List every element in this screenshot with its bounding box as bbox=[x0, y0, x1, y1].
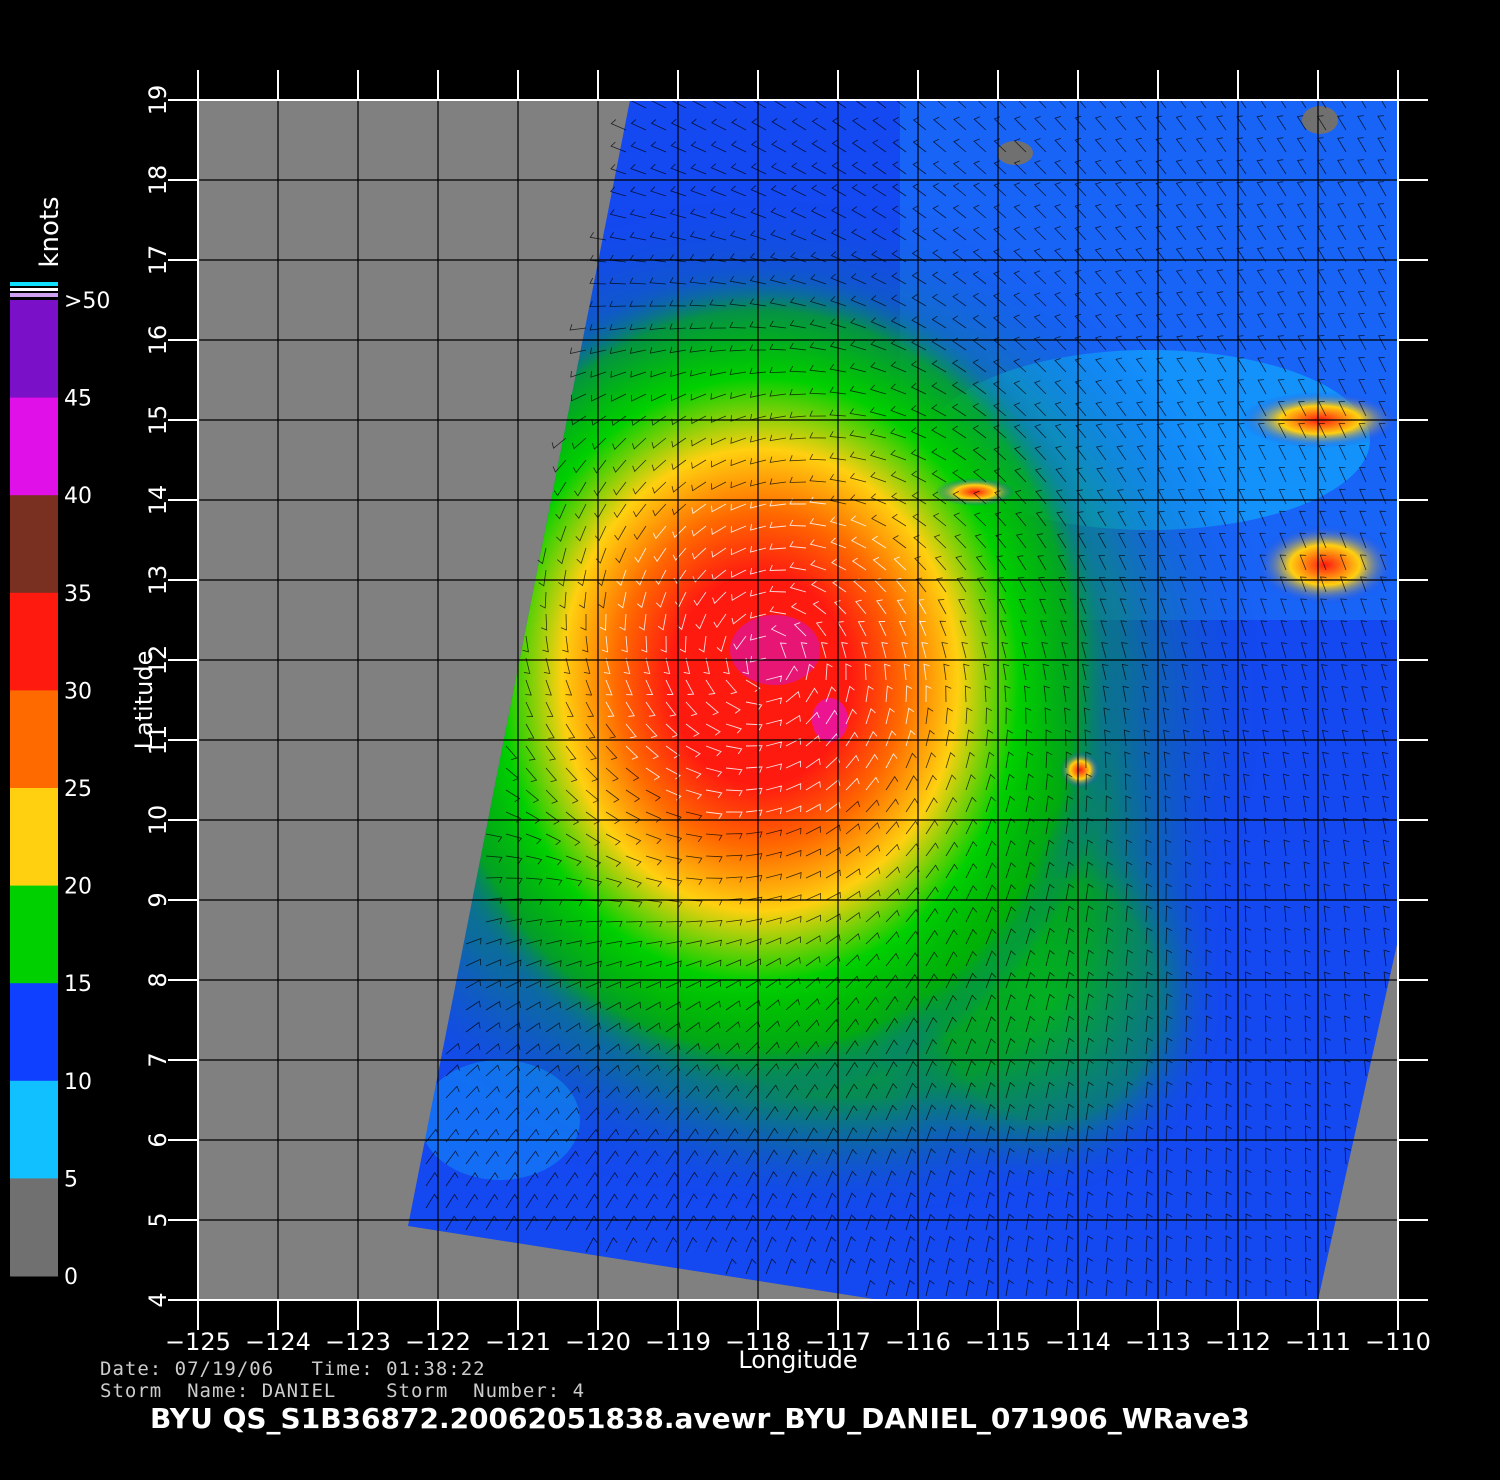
lat-tick-label: 13 bbox=[144, 565, 172, 596]
lat-tick-label: 12 bbox=[144, 645, 172, 676]
lat-tick-label: 5 bbox=[144, 1212, 172, 1227]
colorbar-cap bbox=[10, 288, 58, 291]
colorbar-band bbox=[10, 397, 58, 496]
lat-tick-label: 10 bbox=[144, 805, 172, 836]
x-axis-label: Longitude bbox=[738, 1346, 857, 1374]
colorbar-unit: knots bbox=[35, 196, 65, 267]
lat-tick-label: 8 bbox=[144, 972, 172, 987]
lon-tick-label: −121 bbox=[485, 1328, 551, 1356]
file-name: BYU QS_S1B36872.20062051838.avewr_BYU_DA… bbox=[150, 1402, 1250, 1435]
colorbar-label: 0 bbox=[64, 1265, 78, 1290]
lat-tick-label: 19 bbox=[144, 85, 172, 116]
lon-tick-label: −114 bbox=[1045, 1328, 1111, 1356]
lat-tick-label: 7 bbox=[144, 1052, 172, 1067]
colorbar-label: 45 bbox=[64, 387, 92, 412]
lon-tick-label: −124 bbox=[245, 1328, 311, 1356]
lat-tick-label: 4 bbox=[144, 1292, 172, 1307]
colorbar-label: 30 bbox=[64, 679, 92, 704]
colorbar-band bbox=[10, 495, 58, 594]
colorbar-cap bbox=[10, 293, 58, 297]
lat-tick-label: 15 bbox=[144, 405, 172, 436]
lon-tick-label: −110 bbox=[1365, 1328, 1431, 1356]
colorbar-label: 25 bbox=[64, 777, 92, 802]
colorbar-band bbox=[10, 592, 58, 691]
lat-tick-label: 16 bbox=[144, 325, 172, 356]
plot-border bbox=[197, 99, 1399, 1301]
colorbar-band bbox=[10, 983, 58, 1082]
lat-tick-label: 14 bbox=[144, 485, 172, 516]
lon-tick-label: −120 bbox=[565, 1328, 631, 1356]
colorbar-band bbox=[10, 1080, 58, 1179]
colorbar-label: 10 bbox=[64, 1070, 92, 1095]
colorbar-label: >50 bbox=[64, 289, 110, 314]
lat-tick-label: 17 bbox=[144, 245, 172, 276]
colorbar-band bbox=[10, 690, 58, 789]
lon-tick-label: −123 bbox=[325, 1328, 391, 1356]
lon-tick-label: −125 bbox=[165, 1328, 231, 1356]
lon-tick-label: −115 bbox=[965, 1328, 1031, 1356]
colorbar-band bbox=[10, 300, 58, 399]
lon-tick-label: −122 bbox=[405, 1328, 471, 1356]
lon-tick-label: −113 bbox=[1125, 1328, 1191, 1356]
lon-tick-label: −118 bbox=[725, 1328, 791, 1356]
colorbar-band bbox=[10, 885, 58, 984]
lon-tick-label: −111 bbox=[1285, 1328, 1351, 1356]
colorbar-label: 40 bbox=[64, 484, 92, 509]
colorbar-label: 15 bbox=[64, 972, 92, 997]
colorbar-label: 20 bbox=[64, 875, 92, 900]
axis-ticks bbox=[168, 70, 1428, 1330]
lat-tick-label: 9 bbox=[144, 892, 172, 907]
colorbar-label: 35 bbox=[64, 582, 92, 607]
lat-tick-label: 18 bbox=[144, 165, 172, 196]
date-time-line: Date: 07/19/06 Time: 01:38:22 bbox=[100, 1358, 486, 1380]
colorbar-cap bbox=[10, 282, 58, 286]
colorbar-band bbox=[10, 788, 58, 887]
lon-tick-label: −119 bbox=[645, 1328, 711, 1356]
axis-tick-labels: −125 −124 −123 −122 −121 −120 −119 −118 −117 −116… bbox=[144, 85, 1431, 1356]
barbs-white bbox=[599, 496, 932, 820]
colorbar-band bbox=[10, 1178, 58, 1277]
lon-tick-label: −116 bbox=[885, 1328, 951, 1356]
lat-tick-label: 6 bbox=[144, 1132, 172, 1147]
lon-tick-label: −117 bbox=[805, 1328, 871, 1356]
y-axis-label: Latitude bbox=[130, 651, 158, 750]
colorbar-label: 5 bbox=[64, 1167, 78, 1192]
lat-tick-label: 11 bbox=[144, 725, 172, 756]
storm-name-line: Storm Name: DANIEL Storm Number: 4 bbox=[100, 1380, 586, 1402]
colorbar: >50 45 40 35 30 25 20 15 10 5 0 bbox=[10, 282, 110, 1290]
lon-tick-label: −112 bbox=[1205, 1328, 1271, 1356]
